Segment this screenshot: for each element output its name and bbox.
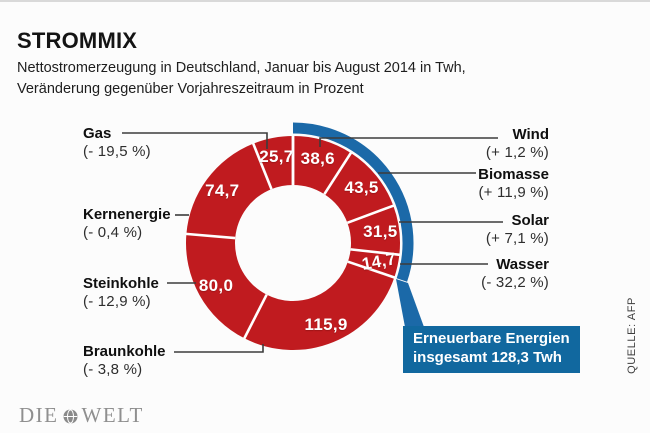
logo-word-die: DIE [19, 403, 59, 427]
segment-value-steinkohle: 80,0 [198, 275, 234, 295]
donut-ring [185, 135, 400, 350]
label-wind: Wind (+ 1,2 %) [486, 126, 549, 161]
segment-separator [350, 248, 400, 257]
donut-segment-gas [253, 136, 293, 190]
label-gas-change: (- 19,5 %) [83, 142, 151, 160]
donut-segment-wind [293, 136, 351, 195]
subtitle-line2: Veränderung gegenüber Vorjahreszeitraum … [17, 81, 364, 97]
label-gas: Gas (- 19,5 %) [83, 125, 151, 160]
logo-word-welt: WELT [81, 403, 144, 427]
subtitle-line1: Nettostromerzeugung in Deutschland, Janu… [17, 60, 466, 76]
segment-value-biomasse: 43,5 [344, 177, 379, 197]
segment-separator [323, 151, 353, 195]
label-biomasse-change: (+ 11,9 %) [478, 183, 549, 201]
source-credit: QUELLE: AFP [626, 297, 638, 374]
segment-value-kernenergie: 74,7 [205, 180, 240, 200]
label-braunkohle-name: Braunkohle [83, 343, 166, 360]
label-solar-name: Solar [511, 212, 549, 229]
donut-segment-wasser [347, 249, 400, 278]
segment-separator [346, 204, 395, 225]
label-steinkohle: Steinkohle (- 12,9 %) [83, 275, 159, 310]
label-solar: Solar (+ 7,1 %) [486, 212, 549, 247]
label-braunkohle: Braunkohle (- 3,8 %) [83, 343, 166, 378]
segment-value-gas: 25,7 [259, 146, 294, 166]
leader-lines [122, 132, 503, 353]
label-wasser-change: (- 32,2 %) [481, 273, 549, 291]
label-solar-change: (+ 7,1 %) [485, 229, 549, 247]
segment-value-braunkohle: 115,9 [304, 314, 348, 334]
label-wind-name: Wind [512, 126, 549, 143]
segment-separator [347, 260, 396, 279]
renewables-callout: Erneuerbare Energien insgesamt 128,3 Twh [403, 326, 580, 373]
segment-separator [185, 232, 236, 240]
top-divider [0, 0, 650, 2]
globe-icon [63, 409, 78, 424]
label-biomasse: Biomasse (+ 11,9 %) [478, 166, 549, 201]
label-steinkohle-change: (- 12,9 %) [83, 292, 151, 310]
label-steinkohle-name: Steinkohle [83, 275, 159, 292]
leader-braunkohle [174, 344, 264, 353]
chart-subtitle: Nettostromerzeugung in Deutschland, Janu… [17, 58, 466, 100]
die-welt-logo: DIE WELT [19, 403, 144, 428]
label-kernenergie-change: (- 0,4 %) [83, 223, 143, 241]
donut-segment-kernenergie [186, 143, 272, 239]
chart-title: STROMMIX [17, 28, 138, 53]
donut-segment-braunkohle [244, 261, 395, 350]
label-biomasse-name: Biomasse [478, 166, 549, 183]
renewables-highlight-arc [292, 122, 414, 282]
segment-separator [251, 142, 273, 190]
label-kernenergie: Kernenergie (- 0,4 %) [83, 206, 171, 241]
label-wasser: Wasser (- 32,2 %) [481, 256, 549, 291]
segment-value-solar: 31,5 [363, 222, 398, 242]
donut-segment-steinkohle [185, 233, 267, 339]
label-wasser-name: Wasser [496, 256, 549, 273]
leader-gas [122, 132, 268, 149]
label-kernenergie-name: Kernenergie [83, 206, 171, 223]
label-wind-change: (+ 1,2 %) [485, 143, 549, 161]
label-gas-name: Gas [83, 125, 112, 142]
leader-wind [319, 137, 498, 147]
donut-segment-biomasse [324, 152, 394, 223]
callout-line1: Erneuerbare Energien [413, 330, 570, 347]
segment-value-wind: 38,6 [300, 148, 335, 168]
label-braunkohle-change: (- 3,8 %) [83, 360, 143, 378]
callout-line2: insgesamt 128,3 Twh [413, 348, 562, 366]
callout-pointer [396, 279, 424, 327]
segment-separator [242, 294, 268, 340]
